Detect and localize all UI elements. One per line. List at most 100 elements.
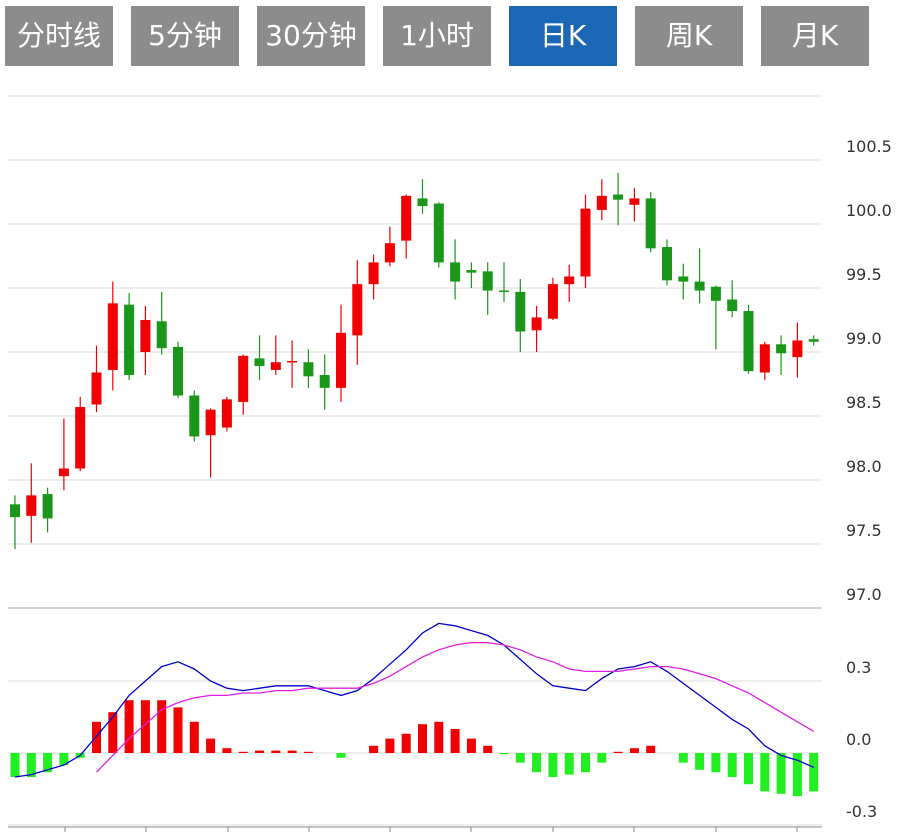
candle-body <box>352 284 363 336</box>
candle-body <box>91 372 102 405</box>
macd-bar <box>548 753 558 777</box>
macd-bar <box>255 750 264 753</box>
candle-body <box>629 198 640 205</box>
y-tick-label: 100.0 <box>846 201 892 220</box>
macd-bar <box>646 745 656 753</box>
candle-body <box>466 270 477 273</box>
candle-body <box>58 468 69 477</box>
macd-bar <box>466 738 476 753</box>
candle-body <box>417 198 428 207</box>
candle-body <box>270 362 281 370</box>
candle-body <box>26 495 37 516</box>
candle-body <box>482 271 493 291</box>
candle-body <box>287 360 298 363</box>
candle-body <box>499 290 509 293</box>
candle-body <box>547 284 558 319</box>
macd-bar <box>222 748 232 753</box>
tab[interactable]: 日K <box>509 6 617 66</box>
macd-bar <box>26 753 36 777</box>
macd-line <box>14 622 814 778</box>
macd-bar <box>711 753 721 773</box>
candle-body <box>531 317 542 331</box>
candle-body <box>75 407 86 469</box>
macd-bar <box>597 753 607 763</box>
tab[interactable]: 1小时 <box>383 6 491 66</box>
y-tick-label: 97.5 <box>846 521 882 540</box>
macd-bar <box>173 707 183 753</box>
candle-body <box>173 346 183 396</box>
candle-body <box>384 243 395 263</box>
macd-bar <box>499 753 509 755</box>
macd-bar <box>776 753 786 794</box>
candle-body <box>303 362 314 377</box>
candle-body <box>596 195 607 210</box>
candle-body <box>189 395 200 437</box>
macd-bar <box>613 751 623 753</box>
macd-bar <box>385 738 395 753</box>
candle-body <box>368 262 379 285</box>
candle-body <box>319 375 330 388</box>
macd-bar <box>629 748 639 753</box>
candle-body <box>694 281 705 291</box>
macd-bar <box>744 753 753 785</box>
candle-body <box>727 299 738 312</box>
macd-bar <box>336 753 346 758</box>
candle-body <box>759 344 770 373</box>
candle-body <box>221 399 232 428</box>
macd-bar <box>760 753 770 792</box>
y-tick-label: 98.0 <box>846 457 882 476</box>
y-tick-label: 100.5 <box>846 137 892 156</box>
macd-bar <box>271 750 281 753</box>
macd-bar <box>59 753 69 765</box>
macd-bar <box>92 721 101 753</box>
candle-body <box>792 340 803 358</box>
tab[interactable]: 月K <box>761 6 869 66</box>
macd-bar <box>157 700 167 753</box>
macd-bar <box>792 753 802 797</box>
macd-bar <box>189 721 199 753</box>
candle-body <box>662 247 672 281</box>
macd-bar <box>303 751 313 753</box>
macd-bar <box>532 753 542 773</box>
tab[interactable]: 30分钟 <box>257 6 365 66</box>
y-tick-label: -0.3 <box>846 802 877 821</box>
candle-body <box>401 195 412 241</box>
candle-body <box>580 208 591 277</box>
candle-body <box>336 332 346 388</box>
y-tick-label: 99.5 <box>846 265 882 284</box>
macd-bar <box>43 753 53 773</box>
candle-body <box>515 291 526 332</box>
candle-body <box>156 321 167 349</box>
tab[interactable]: 分时线 <box>5 6 113 66</box>
y-tick-label: 98.5 <box>846 393 882 412</box>
y-tick-label: 99.0 <box>846 329 882 348</box>
candle-body <box>645 198 656 249</box>
macd-bar <box>10 753 20 777</box>
macd-bar <box>434 721 444 753</box>
macd-bar <box>238 751 248 753</box>
macd-bar <box>727 753 737 777</box>
candle-body <box>124 304 135 376</box>
candle-body <box>450 262 461 282</box>
candle-body <box>808 339 819 342</box>
candle-body <box>678 276 689 282</box>
macd-bar <box>809 753 819 792</box>
macd-bar <box>678 753 688 763</box>
macd-bar <box>450 729 460 753</box>
macd-bar <box>369 745 379 753</box>
macd-line <box>96 641 815 773</box>
candle-body <box>613 194 624 200</box>
y-tick-label: 0.0 <box>846 730 871 749</box>
tab[interactable]: 5分钟 <box>131 6 239 66</box>
macd-bar <box>564 753 574 775</box>
candle-body <box>238 355 249 402</box>
x-axis-ticks <box>64 827 798 832</box>
candle-body <box>107 303 118 370</box>
y-tick-label: 97.0 <box>846 585 882 604</box>
tab[interactable]: 周K <box>635 6 743 66</box>
macd-bar <box>124 700 134 753</box>
macd-bar <box>401 733 411 753</box>
macd-bar <box>581 753 590 773</box>
